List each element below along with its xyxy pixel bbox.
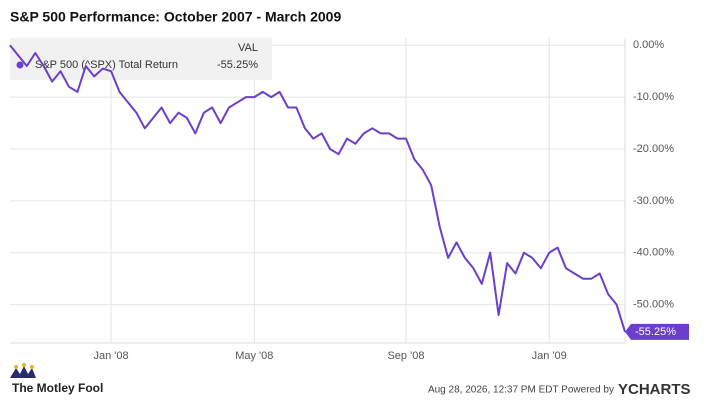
x-tick-label: Jan '09: [532, 350, 567, 362]
y-tick-label: -10.00%: [633, 91, 674, 103]
y-tick-label: -50.00%: [633, 299, 674, 311]
y-tick-label: 0.00%: [633, 39, 664, 51]
legend-value: -55.25%: [217, 59, 258, 71]
y-tick-label: -20.00%: [633, 143, 674, 155]
legend-label: S&P 500 (^SPX) Total Return: [35, 59, 178, 71]
y-tick-label: -30.00%: [633, 195, 674, 207]
brand: The Motley Fool: [12, 381, 103, 395]
legend-header: VAL: [238, 42, 258, 54]
x-tick-label: May '08: [235, 350, 273, 362]
y-tick-label: -40.00%: [633, 247, 674, 259]
fool-logo: [10, 363, 36, 378]
chart-title: S&P 500 Performance: October 2007 - Marc…: [10, 9, 341, 25]
legend-box: [10, 38, 272, 80]
value-tag: [625, 323, 689, 340]
legend-marker: [16, 61, 24, 69]
x-tick-label: Sep '08: [387, 350, 424, 362]
provider: YCHARTS: [618, 381, 691, 398]
line: [9, 44, 626, 333]
timestamp: Aug 28, 2026, 12:37 PM EDT Powered by: [428, 385, 614, 396]
x-tick-label: Jan '08: [94, 350, 129, 362]
value-tag-label: -55.25%: [635, 326, 676, 338]
